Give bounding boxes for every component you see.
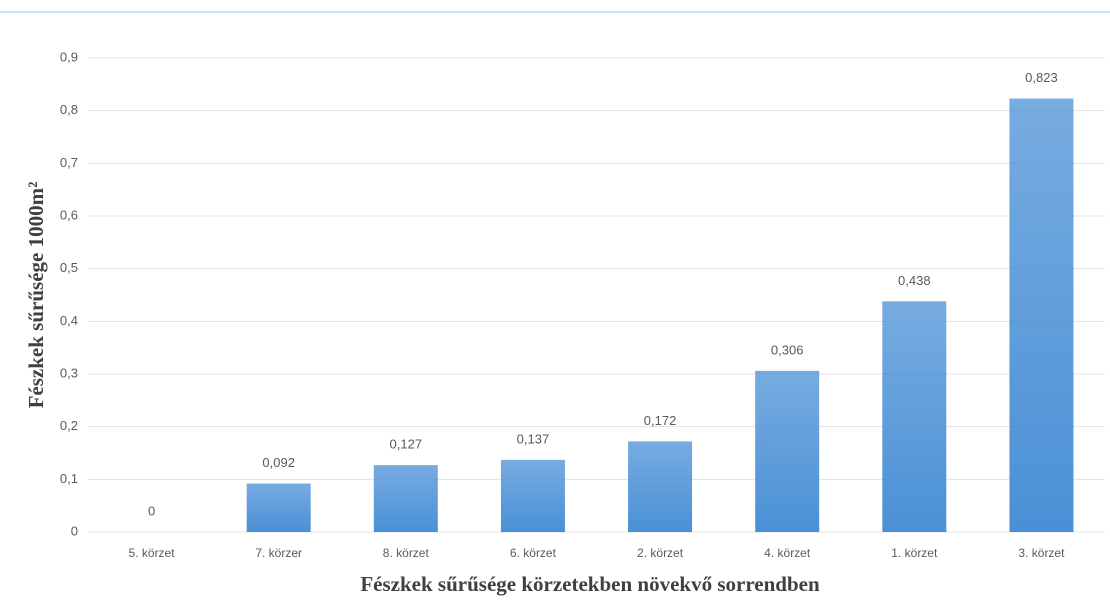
bar — [500, 459, 565, 532]
data-label: 0,306 — [771, 342, 804, 357]
data-label: 0,127 — [390, 437, 423, 452]
data-label: 0,172 — [644, 413, 677, 428]
bar — [628, 441, 693, 532]
x-tick-label: 6. körzet — [510, 546, 557, 560]
x-tick-label: 7. körzer — [255, 546, 302, 560]
data-label: 0,438 — [898, 273, 931, 288]
x-tick-label: 2. körzet — [637, 546, 684, 560]
y-tick-label: 0,7 — [60, 155, 78, 170]
y-tick-label: 0,6 — [60, 207, 78, 222]
y-tick-label: 0,5 — [60, 260, 78, 275]
data-label: 0 — [148, 503, 155, 518]
y-tick-label: 0,3 — [60, 365, 78, 380]
y-tick-label: 0,1 — [60, 471, 78, 486]
x-tick-label: 3. körzet — [1018, 546, 1065, 560]
y-axis-title: Fészkek sűrűsége 1000m² — [24, 182, 48, 409]
bar — [882, 301, 947, 532]
bar — [755, 370, 820, 532]
data-label: 0,092 — [262, 455, 295, 470]
y-tick-label: 0 — [71, 523, 78, 538]
data-label: 0,137 — [517, 431, 550, 446]
data-label: 0,823 — [1025, 70, 1058, 85]
y-tick-label: 0,4 — [60, 313, 78, 328]
x-axis-title: Fészkek sűrűsége körzetekben növekvő sor… — [360, 572, 820, 596]
x-tick-label: 8. körzet — [383, 546, 430, 560]
x-tick-label: 5. körzet — [129, 546, 176, 560]
y-tick-label: 0,2 — [60, 418, 78, 433]
x-tick-label: 4. körzet — [764, 546, 811, 560]
y-tick-label: 0,8 — [60, 102, 78, 117]
bar — [1009, 98, 1074, 532]
y-tick-label: 0,9 — [60, 49, 78, 64]
bar — [373, 465, 438, 532]
x-tick-label: 1. körzet — [891, 546, 938, 560]
bar — [246, 483, 311, 532]
